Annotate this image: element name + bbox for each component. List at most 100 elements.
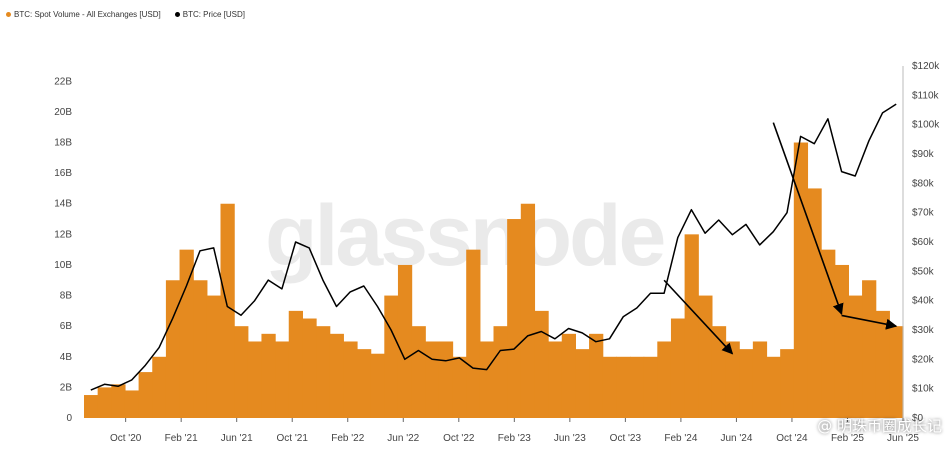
volume-bar bbox=[138, 372, 153, 418]
volume-bar bbox=[316, 326, 331, 418]
volume-bar bbox=[275, 341, 290, 418]
y-right-tick-label: $110k bbox=[912, 90, 940, 101]
volume-bar bbox=[479, 341, 495, 418]
trend-arrow bbox=[772, 122, 844, 315]
volume-bar bbox=[206, 295, 222, 418]
volume-bar bbox=[193, 280, 208, 418]
x-tick-label: Oct '22 bbox=[443, 433, 475, 444]
volume-bar bbox=[548, 341, 563, 418]
y-left-tick-label: 14B bbox=[54, 199, 72, 210]
y-left-tick-label: 4B bbox=[60, 352, 73, 363]
volume-bar bbox=[179, 249, 194, 418]
volume-bar bbox=[152, 356, 167, 418]
x-tick-label: Feb '22 bbox=[331, 433, 364, 444]
volume-bar bbox=[602, 356, 617, 418]
volume-bar bbox=[397, 264, 413, 418]
y-left-tick-label: 2B bbox=[60, 382, 73, 393]
volume-bar bbox=[643, 356, 658, 418]
volume-bar bbox=[288, 310, 303, 418]
y-right-tick-label: $50k bbox=[912, 266, 935, 277]
volume-bar bbox=[124, 390, 140, 418]
y-right-tick-label: $30k bbox=[912, 325, 935, 336]
y-right-tick-label: $100k bbox=[912, 120, 940, 131]
volume-bar bbox=[834, 264, 849, 418]
y-right-tick-label: $0 bbox=[912, 413, 924, 424]
volume-bar bbox=[780, 349, 795, 418]
legend: BTC: Spot Volume - All Exchanges [USD] B… bbox=[6, 10, 245, 19]
volume-bar bbox=[725, 341, 740, 418]
legend-volume-label: BTC: Spot Volume - All Exchanges [USD] bbox=[14, 10, 161, 19]
volume-bar bbox=[234, 326, 249, 418]
volume-bar bbox=[752, 341, 768, 418]
y-right-tick-label: $60k bbox=[912, 237, 935, 248]
x-tick-label: Jun '21 bbox=[221, 433, 253, 444]
volume-bar bbox=[848, 295, 863, 418]
x-tick-label: Feb '25 bbox=[831, 433, 864, 444]
volume-bar bbox=[698, 295, 713, 418]
volume-bar bbox=[220, 203, 235, 418]
volume-bar bbox=[452, 356, 467, 418]
y-left-tick-label: 8B bbox=[60, 291, 73, 302]
volume-bar bbox=[466, 249, 481, 418]
volume-bar bbox=[165, 280, 181, 418]
x-tick-label: Jun '25 bbox=[887, 433, 919, 444]
volume-bar bbox=[384, 295, 399, 418]
source-watermark: @ 明珠币圈成长记 bbox=[817, 417, 942, 435]
y-left-tick-label: 12B bbox=[54, 229, 72, 240]
volume-bar bbox=[875, 310, 890, 418]
volume-bar bbox=[343, 341, 358, 418]
volume-bar bbox=[561, 333, 576, 418]
y-left-tick-label: 22B bbox=[54, 76, 72, 87]
volume-bar bbox=[766, 356, 781, 418]
x-tick-label: Oct '20 bbox=[110, 433, 142, 444]
volume-bar bbox=[493, 326, 508, 418]
volume-bar bbox=[438, 341, 454, 418]
x-tick-label: Feb '24 bbox=[664, 433, 697, 444]
volume-bar bbox=[862, 280, 877, 418]
volume-bar bbox=[589, 333, 604, 418]
legend-item-volume[interactable]: BTC: Spot Volume - All Exchanges [USD] bbox=[6, 10, 161, 19]
y-left-tick-label: 10B bbox=[54, 260, 72, 271]
volume-bar bbox=[84, 395, 99, 418]
y-left-tick-label: 6B bbox=[60, 321, 73, 332]
volume-layer bbox=[84, 142, 904, 419]
price-layer bbox=[90, 103, 897, 391]
x-tick-label: Jun '22 bbox=[387, 433, 419, 444]
annotation-layer bbox=[663, 122, 898, 355]
volume-bar bbox=[575, 349, 590, 418]
trend-arrow bbox=[663, 279, 734, 355]
volume-bar bbox=[111, 384, 126, 418]
watermark-logo: glassnode bbox=[265, 188, 664, 284]
price-dot-icon bbox=[174, 12, 180, 17]
volume-bar bbox=[411, 326, 426, 418]
left-axis: 0 2B 4B 6B 8B 10B 12B 14B 16B 18B 20B 22B bbox=[54, 76, 72, 424]
volume-bar bbox=[302, 318, 317, 418]
x-axis: Oct '20 Feb '21 Jun '21 Oct '21 Feb '22 Jun '… bbox=[110, 418, 919, 444]
x-tick-label: Jun '24 bbox=[720, 433, 752, 444]
y-left-tick-label: 18B bbox=[54, 138, 72, 149]
volume-bar bbox=[630, 356, 645, 418]
volume-bar bbox=[329, 333, 344, 418]
volume-bar bbox=[670, 318, 686, 418]
volume-bar bbox=[889, 326, 904, 418]
trend-arrow bbox=[841, 314, 898, 330]
volume-bar bbox=[97, 387, 112, 418]
x-tick-label: Jun '23 bbox=[554, 433, 586, 444]
y-right-tick-label: $90k bbox=[912, 149, 935, 160]
y-right-tick-label: $70k bbox=[912, 208, 935, 219]
x-tick-label: Feb '21 bbox=[165, 433, 198, 444]
x-tick-label: Oct '21 bbox=[277, 433, 309, 444]
volume-bar bbox=[657, 341, 672, 418]
x-tick-label: Feb '23 bbox=[498, 433, 531, 444]
volume-bar bbox=[247, 341, 263, 418]
volume-bar bbox=[520, 203, 536, 418]
volume-bar bbox=[507, 219, 522, 418]
x-tick-label: Oct '23 bbox=[610, 433, 642, 444]
volume-bar bbox=[534, 310, 549, 418]
volume-bar bbox=[425, 341, 440, 418]
price-line bbox=[90, 103, 897, 391]
y-right-tick-label: $40k bbox=[912, 296, 935, 307]
y-right-tick-label: $120k bbox=[912, 61, 940, 72]
legend-item-price[interactable]: BTC: Price [USD] bbox=[174, 10, 245, 19]
